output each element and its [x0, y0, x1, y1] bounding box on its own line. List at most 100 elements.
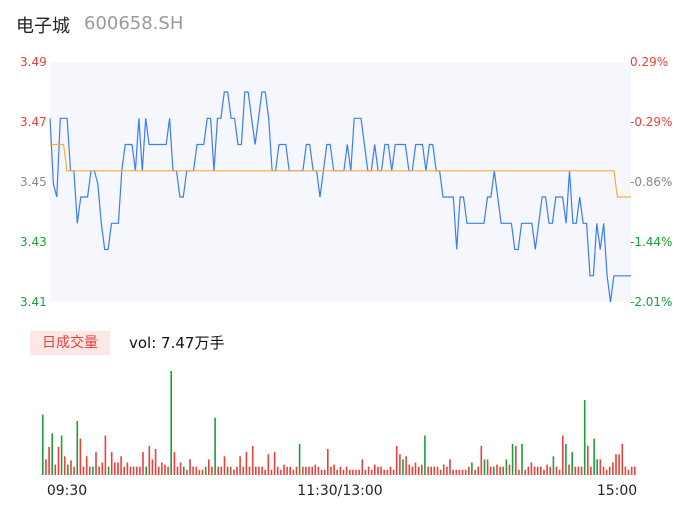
volume-bar: [136, 466, 138, 475]
volume-bar: [258, 466, 260, 475]
volume-bar: [314, 464, 317, 475]
volume-bar: [508, 464, 511, 475]
volume-bar: [89, 466, 91, 475]
volume-bar: [280, 469, 282, 475]
volume-bar: [201, 469, 204, 475]
volume-bar: [305, 466, 307, 475]
volume-bar: [42, 414, 44, 475]
volume-bar: [236, 466, 238, 475]
volume-bar: [198, 469, 201, 475]
volume-bar: [571, 452, 573, 475]
volume-bar: [605, 469, 608, 475]
volume-bar: [255, 466, 257, 475]
volume-bar: [405, 456, 407, 475]
volume-bar: [267, 454, 270, 475]
y-tick-label: 3.49: [20, 55, 47, 69]
volume-bar: [471, 462, 473, 475]
volume-bar: [427, 466, 429, 475]
volume-bar: [54, 464, 57, 475]
volume-bar: [430, 466, 432, 475]
volume-bar: [251, 445, 254, 475]
volume-bar: [179, 462, 182, 475]
volume-bar: [327, 449, 329, 475]
volume-bar: [442, 464, 445, 475]
volume-bar: [361, 459, 364, 475]
volume-bar: [602, 466, 605, 475]
volume-bar: [480, 445, 483, 475]
volume-bar: [148, 445, 151, 475]
volume-bar: [395, 445, 398, 475]
average-price-line: [50, 143, 631, 198]
volume-bar: [593, 438, 595, 475]
volume-bar: [496, 464, 498, 475]
volume-bar: [562, 435, 564, 475]
volume-bar: [70, 460, 72, 475]
volume-bar: [286, 466, 288, 475]
pct-tick-label: -0.29%: [630, 115, 672, 129]
volume-bar: [79, 438, 82, 475]
volume-bar: [154, 449, 157, 475]
volume-bar: [345, 466, 348, 475]
price-plot-area: [50, 62, 631, 302]
volume-bar: [380, 466, 382, 475]
volume-bar: [624, 466, 627, 475]
volume-summary: vol: 7.47万手: [129, 334, 225, 352]
volume-bar: [82, 466, 85, 475]
volume-bar: [615, 454, 617, 475]
volume-bar: [192, 466, 194, 475]
volume-bar: [242, 466, 245, 475]
volume-bar: [489, 466, 492, 475]
volume-bar: [336, 469, 338, 475]
volume-bar: [117, 462, 119, 475]
volume-bar: [48, 446, 50, 475]
volume-bar: [414, 462, 417, 475]
volume-bar: [233, 469, 235, 475]
volume-bar: [76, 420, 79, 475]
volume-bar: [139, 466, 141, 475]
volume-bar: [436, 466, 439, 475]
volume-bar: [483, 459, 486, 475]
volume-bar: [264, 469, 266, 475]
volume-bar: [211, 466, 213, 475]
volume-bar: [170, 371, 172, 475]
volume-bar: [104, 435, 107, 475]
x-tick-label: 11:30/13:00: [297, 483, 382, 499]
volume-bar: [383, 469, 385, 475]
volume-bar: [370, 469, 373, 475]
volume-bar: [51, 433, 53, 475]
volume-bar: [295, 466, 298, 475]
volume-bar: [364, 469, 367, 475]
volume-bar: [612, 462, 614, 475]
volume-bar: [464, 469, 467, 475]
pct-tick-label: -0.86%: [630, 175, 672, 189]
volume-bar: [220, 466, 223, 475]
volume-bar: [461, 469, 464, 475]
volume-bar: [421, 464, 423, 475]
volume-bar: [621, 443, 624, 475]
y-tick-label: 3.43: [20, 235, 47, 249]
volume-bar: [298, 443, 301, 475]
volume-bar: [477, 466, 479, 475]
volume-bar: [452, 469, 454, 475]
volume-bar: [320, 469, 323, 475]
volume-bar: [208, 459, 210, 475]
stock-name: 电子城: [16, 16, 70, 37]
y-tick-label: 3.47: [20, 115, 47, 129]
volume-bar: [386, 469, 389, 475]
volume-bar: [323, 469, 326, 475]
volume-bar: [157, 466, 160, 475]
volume-bar: [543, 469, 545, 475]
x-tick-label: 09:30: [47, 483, 87, 499]
volume-bar: [455, 469, 458, 475]
volume-bar: [311, 466, 313, 475]
volume-bar: [417, 466, 420, 475]
volume-bar: [204, 466, 207, 475]
volume-bar: [402, 459, 404, 475]
volume-bar: [630, 466, 633, 475]
volume-bar: [580, 466, 583, 475]
volume-bar: [173, 452, 176, 475]
daily-volume-tab[interactable]: 日成交量: [30, 331, 110, 355]
volume-bar: [151, 459, 154, 475]
volume-bar: [308, 466, 310, 475]
volume-bar: [92, 466, 94, 475]
